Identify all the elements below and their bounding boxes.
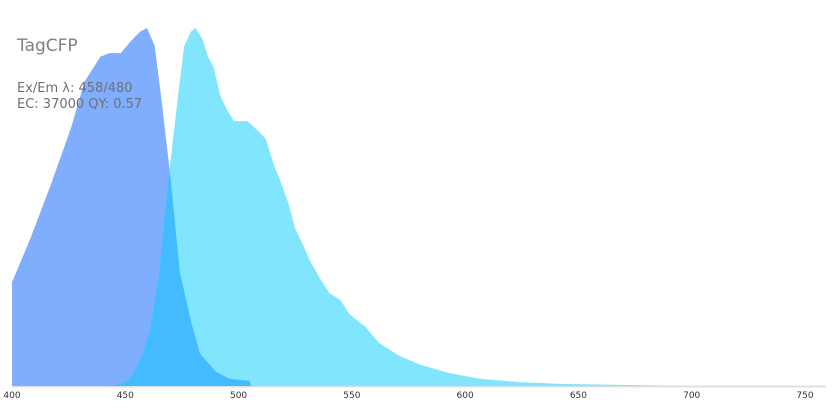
- x-tick-label: 450: [117, 391, 134, 401]
- x-tick-label: 600: [457, 391, 474, 401]
- x-tick-label: 550: [343, 391, 360, 401]
- emission-spectrum-area: [100, 28, 690, 386]
- chart-title: TagCFP: [17, 36, 78, 56]
- x-tick-label: 700: [683, 391, 700, 401]
- excitation-spectrum-area: [12, 28, 252, 386]
- overlap-area: [100, 170, 252, 386]
- ec-qy-values: EC: 37000 QY: 0.57: [17, 97, 143, 112]
- x-tick-label: 400: [3, 391, 20, 401]
- x-tick-label: 500: [230, 391, 247, 401]
- ex-em-wavelength: Ex/Em λ: 458/480: [17, 81, 133, 96]
- x-tick-label: 650: [570, 391, 587, 401]
- x-tick-label: 750: [796, 391, 813, 401]
